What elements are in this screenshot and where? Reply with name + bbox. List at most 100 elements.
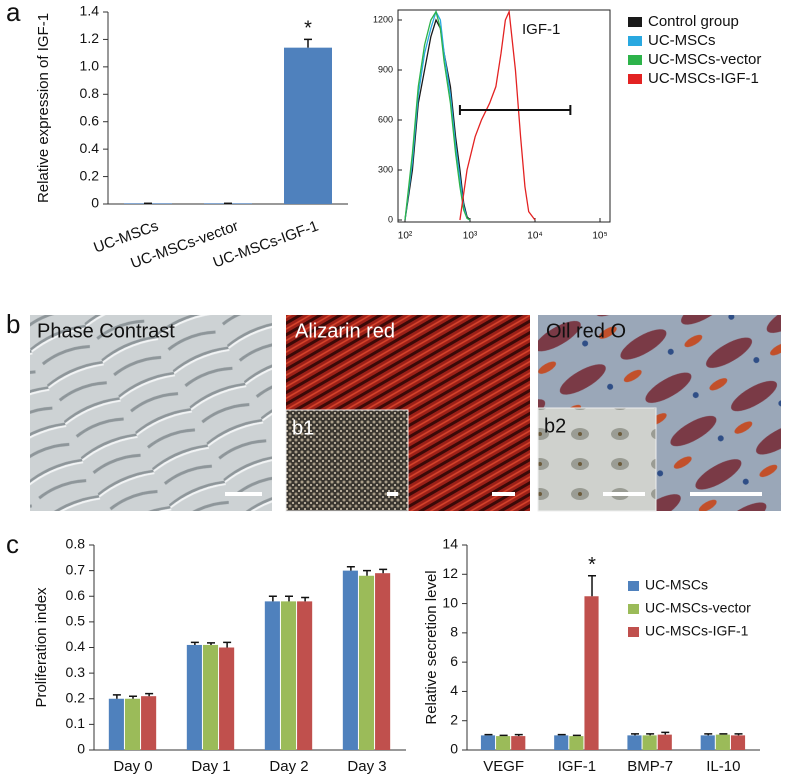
y-tick-label: 0.1 bbox=[66, 715, 86, 731]
legend-label: UC-MSCs-vector bbox=[648, 51, 761, 68]
x-tick-label: IGF-1 bbox=[558, 758, 596, 775]
bar bbox=[297, 601, 313, 750]
error-bar bbox=[719, 733, 728, 735]
x-tick-label: VEGF bbox=[483, 758, 524, 775]
legend-label: Control group bbox=[648, 13, 739, 30]
annotation: * bbox=[304, 18, 312, 40]
y-tick-label: 0 bbox=[77, 741, 85, 757]
annotation: IGF-1 bbox=[522, 21, 560, 38]
histogram-line bbox=[404, 10, 471, 221]
y-tick-label: 0.3 bbox=[66, 664, 86, 680]
y-tick-label: 10 bbox=[442, 594, 458, 610]
error-bar bbox=[572, 734, 581, 737]
image-title: Oil red O bbox=[546, 320, 626, 342]
error-bar bbox=[190, 641, 199, 645]
bar bbox=[730, 735, 746, 750]
error-bar bbox=[557, 733, 566, 736]
y-tick-label: 0 bbox=[388, 214, 393, 224]
y-tick-label: 1.2 bbox=[80, 30, 100, 46]
bar bbox=[108, 698, 124, 750]
bar bbox=[569, 736, 584, 750]
bar bbox=[264, 601, 280, 750]
y-tick-label: 8 bbox=[450, 624, 458, 640]
bar bbox=[700, 735, 715, 750]
bar bbox=[627, 735, 642, 750]
error-bar bbox=[301, 596, 310, 602]
bar bbox=[496, 736, 511, 750]
plot-frame bbox=[397, 9, 611, 223]
y-tick-label: 4 bbox=[450, 682, 458, 698]
panel-label: b bbox=[6, 309, 20, 339]
error-bar bbox=[514, 733, 523, 737]
x-tick-label: 10³ bbox=[463, 231, 478, 242]
bar bbox=[284, 47, 332, 205]
bar bbox=[511, 736, 526, 750]
panel-label: c bbox=[6, 529, 19, 559]
error-bar bbox=[346, 566, 355, 571]
x-tick-label: Day 3 bbox=[347, 758, 386, 775]
bar bbox=[202, 644, 219, 750]
legend-label: UC-MSCs bbox=[648, 32, 716, 49]
y-tick-label: 0.8 bbox=[66, 536, 86, 552]
y-tick-label: 14 bbox=[442, 536, 458, 552]
legend-swatch bbox=[628, 581, 639, 591]
micrographs: Phase Contrast Alizarin red b1 Oil red O… bbox=[30, 315, 781, 512]
y-tick-label: 0.7 bbox=[66, 561, 86, 577]
phase-contrast-image bbox=[30, 315, 272, 511]
y-tick-label: 0 bbox=[91, 195, 99, 211]
y-tick-label: 0 bbox=[450, 741, 458, 757]
y-tick-label: 1.4 bbox=[80, 3, 100, 19]
bar bbox=[358, 575, 375, 750]
error-bar bbox=[630, 733, 639, 736]
error-bar bbox=[363, 569, 371, 576]
error-bar bbox=[704, 733, 713, 736]
bar bbox=[480, 735, 496, 750]
bar bbox=[375, 573, 391, 750]
legend-swatch bbox=[628, 36, 642, 46]
y-tick-label: 0.8 bbox=[80, 85, 100, 101]
error-bar bbox=[223, 641, 232, 648]
error-bar bbox=[268, 595, 277, 602]
inset-label: b2 bbox=[544, 415, 566, 437]
y-tick-label: 300 bbox=[378, 164, 393, 174]
error-bar bbox=[484, 733, 493, 736]
legend-swatch bbox=[628, 627, 639, 637]
bar bbox=[186, 644, 202, 750]
image-title: Phase Contrast bbox=[37, 320, 175, 342]
bar bbox=[124, 698, 141, 750]
y-tick-label: 900 bbox=[378, 64, 393, 74]
y-tick-label: 0.5 bbox=[66, 613, 86, 629]
x-tick-label: Day 1 bbox=[191, 758, 230, 775]
y-tick-label: 6 bbox=[450, 653, 458, 669]
legend-label: UC-MSCs-IGF-1 bbox=[648, 70, 759, 87]
error-bar bbox=[304, 38, 312, 48]
x-tick-label: Day 0 bbox=[113, 758, 152, 775]
bar bbox=[584, 596, 599, 750]
image-title: Alizarin red bbox=[295, 320, 395, 342]
y-tick-label: 0.4 bbox=[80, 140, 100, 156]
x-tick-label: BMP-7 bbox=[627, 758, 673, 775]
error-bar bbox=[379, 568, 388, 574]
bar bbox=[657, 734, 672, 750]
x-tick-label: IL-10 bbox=[706, 758, 740, 775]
y-axis-title: Relative expression of IGF-1 bbox=[35, 13, 52, 203]
error-bar bbox=[207, 642, 215, 645]
x-tick-label: 10² bbox=[398, 231, 413, 242]
legend-swatch bbox=[628, 17, 642, 27]
y-tick-label: 12 bbox=[442, 565, 458, 581]
gate-marker bbox=[458, 105, 572, 115]
error-bar bbox=[285, 595, 293, 602]
y-tick-label: 0.4 bbox=[66, 638, 86, 654]
legend-label: UC-MSCs-IGF-1 bbox=[645, 623, 749, 639]
y-axis-title: Relative secretion level bbox=[423, 570, 440, 724]
annotation: * bbox=[588, 554, 596, 576]
histogram-line bbox=[459, 9, 536, 221]
error-bar bbox=[145, 692, 154, 697]
panel-label: a bbox=[6, 0, 21, 27]
error-bar bbox=[588, 575, 597, 597]
legend-swatch bbox=[628, 74, 642, 84]
x-tick-label: 10⁴ bbox=[527, 231, 542, 242]
error-bar bbox=[734, 733, 743, 736]
error-bar bbox=[646, 733, 655, 736]
